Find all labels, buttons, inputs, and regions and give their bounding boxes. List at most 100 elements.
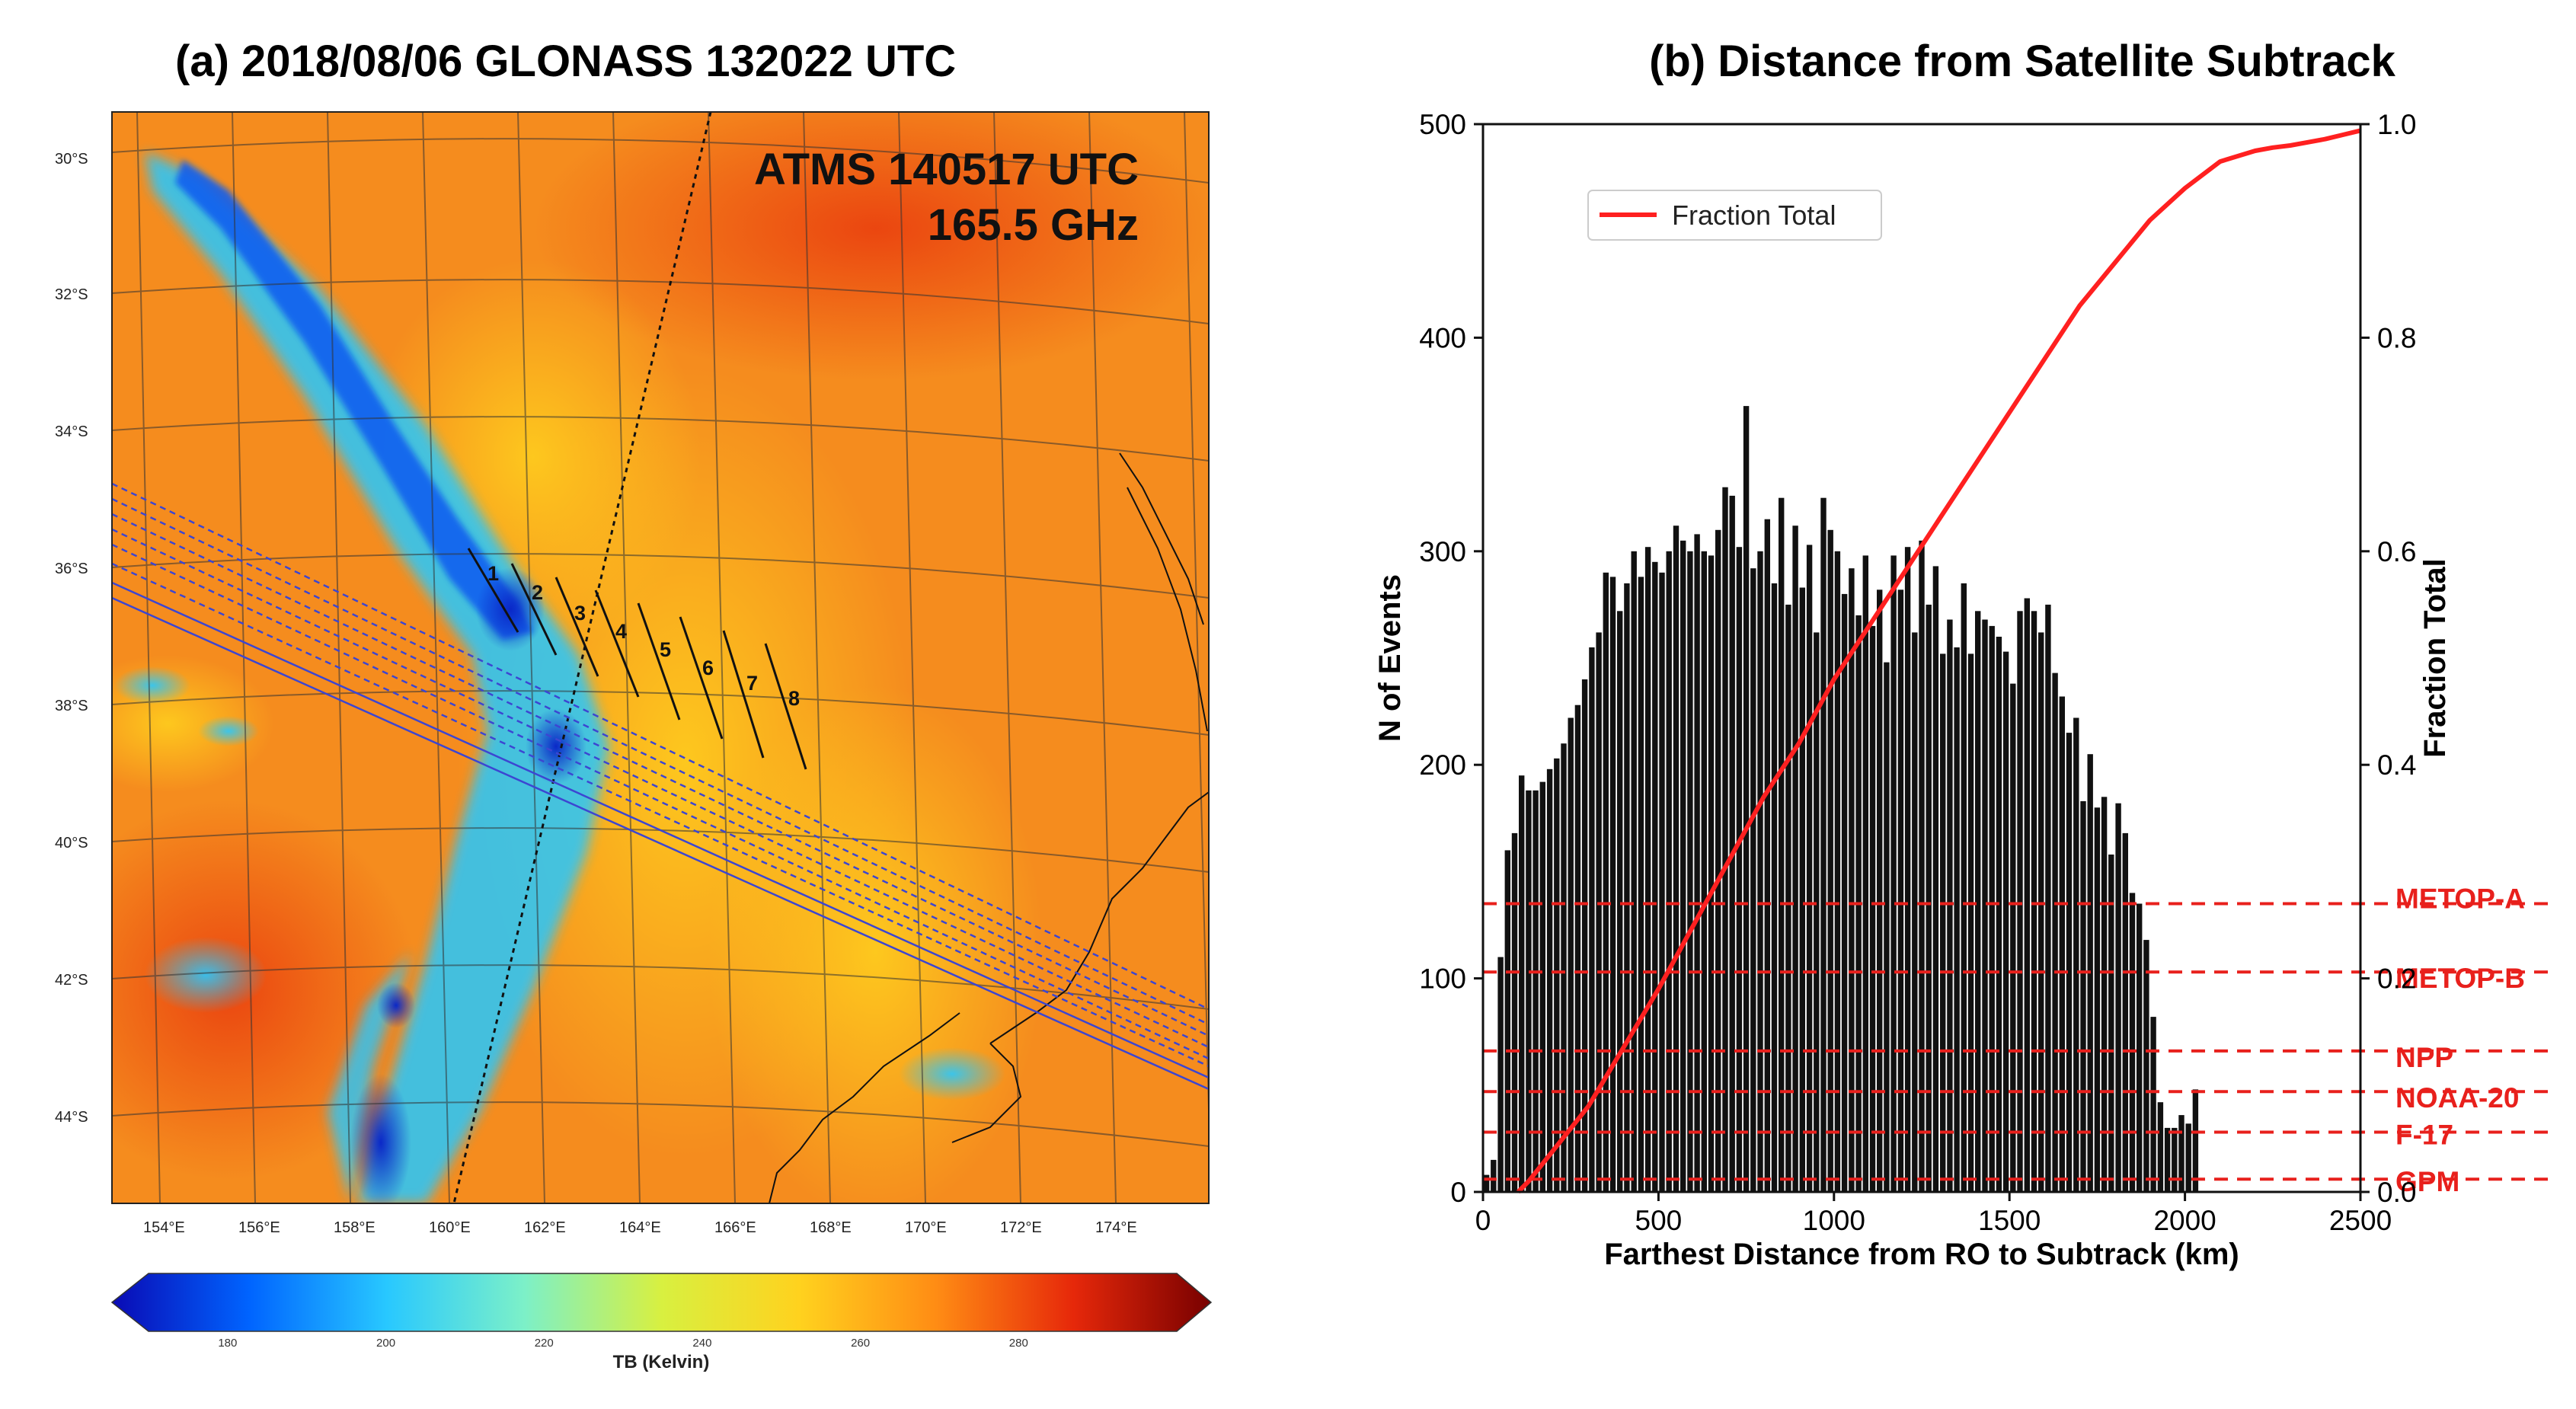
histogram-bar <box>1736 547 1743 1192</box>
scan-number: 4 <box>615 620 627 643</box>
histogram-bar <box>1666 551 1672 1192</box>
histogram-bar <box>2045 604 2051 1192</box>
cloud-cell <box>198 716 259 746</box>
scan-number: 8 <box>788 687 800 710</box>
lon-tick: 164°E <box>619 1219 661 1236</box>
histogram-bar <box>1799 587 1805 1192</box>
x-tick-label: 2000 <box>2153 1205 2216 1236</box>
histogram-bar <box>1919 540 1925 1192</box>
histogram-bar <box>1996 637 2002 1192</box>
legend-label: Fraction Total <box>1672 200 1836 231</box>
panel-a: (a) 2018/08/06 GLONASS 132022 UTC <box>55 37 1213 1372</box>
map-frame <box>111 111 1210 1204</box>
histogram-bar <box>2038 632 2044 1192</box>
x-tick-label: 0 <box>1475 1205 1491 1236</box>
lat-tick: 34°S <box>55 423 88 440</box>
lat-tick: 32°S <box>55 286 88 303</box>
y-tick-label: 300 <box>1419 536 1466 567</box>
cloud-core <box>175 160 533 640</box>
map-image: 1 2 3 4 5 6 7 8 ATMS 140517 UTC 165.5 GH… <box>112 112 1209 1203</box>
scan-number: 3 <box>574 602 586 625</box>
histogram-bar <box>1729 495 1735 1192</box>
histogram-bar <box>1596 632 1602 1192</box>
y2-tick-label: 0.4 <box>2377 749 2416 781</box>
histogram-bar <box>2122 832 2128 1192</box>
histogram-bar <box>1975 611 1981 1192</box>
histogram-bars <box>1483 406 2199 1192</box>
histogram-bar <box>1574 704 1581 1192</box>
scan-line <box>722 630 765 759</box>
colorbar: 180 200 220 240 260 280 TB (Kelvin) <box>110 1273 1213 1372</box>
histogram-bar <box>1617 611 1623 1192</box>
y-tick-label: 500 <box>1419 109 1466 140</box>
fraction-total-line <box>1516 128 2361 1194</box>
y-axis-label: N of Events <box>1373 574 1407 742</box>
scan-line <box>594 589 640 698</box>
scan-line <box>467 548 519 633</box>
histogram-bar <box>2178 1115 2184 1192</box>
histogram-bar <box>1814 632 1820 1192</box>
histogram-bar <box>1785 604 1791 1192</box>
legend: Fraction Total <box>1587 190 1882 241</box>
histogram-bar <box>1644 547 1651 1192</box>
histogram-bar <box>1967 653 1974 1192</box>
histogram-frame <box>1481 123 2362 1193</box>
satellite-label: GPM <box>2395 1166 2459 1197</box>
histogram-bar <box>2137 903 2143 1192</box>
histogram-bar <box>2129 893 2136 1192</box>
histogram-bar <box>1603 572 1609 1192</box>
histogram-bar <box>1982 619 1988 1192</box>
scan-line <box>679 616 724 740</box>
atms-subtrack <box>452 112 712 1203</box>
histogram-bar <box>1659 572 1665 1192</box>
histogram-bar <box>2192 1089 2199 1192</box>
y2-axis-label: Fraction Total <box>2418 558 2452 757</box>
histogram-bar <box>1884 662 1890 1192</box>
lat-labels: 30°S 32°S 34°S 36°S 38°S 40°S 42°S 44°S <box>55 151 88 1126</box>
histogram-bar <box>2073 717 2079 1192</box>
satellite-label: METOP-B <box>2395 963 2525 994</box>
histogram-bar <box>1722 487 1728 1192</box>
histogram-bar <box>2031 611 2037 1192</box>
lat-tick: 42°S <box>55 972 88 989</box>
y2-tick-label: 0.0 <box>2377 1177 2416 1208</box>
histogram-bar <box>1519 775 1525 1192</box>
histogram-bar <box>1624 583 1630 1192</box>
cloud-cell <box>145 937 267 1013</box>
colorbar-tick-label: 240 <box>692 1337 711 1350</box>
histogram-bar <box>1989 625 1995 1192</box>
panel-b: (b) Distance from Satellite Subtrack MET… <box>1373 37 2548 1271</box>
lat-tick: 30°S <box>55 151 88 168</box>
cloud-core <box>350 1074 411 1203</box>
y-tick-label: 400 <box>1419 322 1466 353</box>
scan-number: 6 <box>702 657 714 679</box>
colorbar-tick-label: 220 <box>535 1337 554 1350</box>
histogram-bar <box>1568 717 1574 1192</box>
histogram-bar <box>1849 568 1855 1192</box>
colorbar-tick-label: 200 <box>376 1337 395 1350</box>
x-tick-label: 1000 <box>1803 1205 1865 1236</box>
scan-markers <box>467 548 807 770</box>
x-axis-label: Farthest Distance from RO to Subtrack (k… <box>1604 1238 2239 1271</box>
scan-line <box>555 577 599 677</box>
histogram-bar <box>1589 647 1595 1192</box>
histogram-bar <box>1701 551 1707 1192</box>
histogram-bar <box>1511 832 1518 1192</box>
satellite-label: NOAA-20 <box>2395 1082 2519 1113</box>
lon-tick: 166°E <box>714 1219 756 1236</box>
lat-tick: 40°S <box>55 835 88 851</box>
histogram-bar <box>1581 679 1588 1192</box>
moist-region <box>708 685 1044 1203</box>
colorbar-ticks: 180 200 220 240 260 280 <box>218 1337 1028 1350</box>
histogram-bar <box>1483 1174 1490 1192</box>
histogram-bar <box>2164 1127 2171 1192</box>
histogram-title: (b) Distance from Satellite Subtrack <box>1649 37 2396 86</box>
cloud-band <box>145 152 609 1203</box>
histogram-bar <box>2172 1127 2178 1192</box>
map-title: (a) 2018/08/06 GLONASS 132022 UTC <box>175 37 956 86</box>
lon-tick: 170°E <box>905 1219 947 1236</box>
histogram-bar <box>1609 577 1616 1192</box>
lat-tick: 36°S <box>55 561 88 577</box>
x-tick-label: 1500 <box>1978 1205 2041 1236</box>
